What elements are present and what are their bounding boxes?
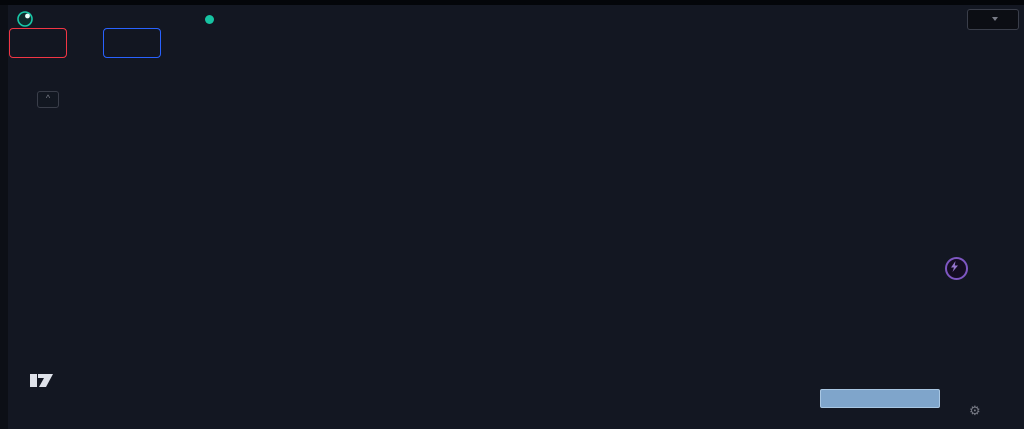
- tradingview-logo-icon: [30, 371, 54, 395]
- lightning-icon[interactable]: [945, 257, 968, 280]
- bb-legend: [10, 73, 31, 85]
- screenshot-tooltip: [820, 389, 940, 408]
- price-axis[interactable]: [967, 5, 1024, 405]
- market-status-icon[interactable]: [205, 15, 214, 24]
- chevron-down-icon: [992, 17, 998, 21]
- macd-legend: [10, 278, 31, 290]
- currency-dropdown[interactable]: [967, 9, 1019, 30]
- collapse-indicators-button[interactable]: ^: [37, 91, 59, 108]
- left-edge-strip: [0, 5, 8, 429]
- sell-button[interactable]: [9, 28, 67, 58]
- chevron-up-icon: ^: [45, 93, 51, 103]
- volume-legend: [10, 57, 17, 69]
- time-axis[interactable]: [0, 406, 966, 429]
- top-black-bar: [0, 0, 1024, 5]
- symbol-logo-icon[interactable]: [17, 11, 33, 27]
- buy-button[interactable]: [103, 28, 161, 58]
- ohlc-row: [224, 13, 259, 25]
- gear-icon[interactable]: ⚙: [969, 403, 981, 418]
